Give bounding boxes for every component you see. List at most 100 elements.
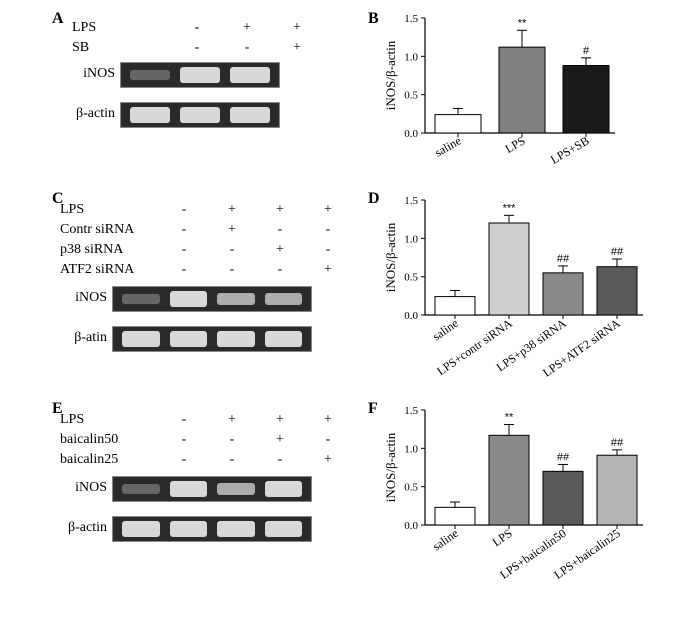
svg-text:1.5: 1.5 [404, 195, 418, 207]
gel-band [180, 67, 220, 83]
svg-text:LPS+SB: LPS+SB [548, 133, 591, 166]
svg-text:**: ** [505, 412, 514, 424]
treatment-value: + [304, 412, 352, 428]
gel-band [217, 293, 255, 305]
treatment-value: - [304, 432, 352, 448]
svg-text:0.0: 0.0 [404, 310, 418, 322]
svg-text:1.0: 1.0 [404, 233, 418, 245]
svg-text:iNOS/β-actin: iNOS/β-actin [383, 40, 398, 110]
gel-row [112, 286, 312, 312]
treatment-value: + [256, 202, 304, 218]
gel-band [265, 293, 303, 305]
svg-text:1.0: 1.0 [404, 443, 418, 455]
gel-band [217, 483, 255, 495]
treatment-name: SB [72, 40, 172, 56]
svg-text:iNOS/β-actin: iNOS/β-actin [383, 222, 398, 292]
gel-band [170, 481, 208, 497]
treatment-value: + [208, 202, 256, 218]
gel-band [130, 107, 170, 123]
svg-text:saline: saline [430, 316, 461, 344]
gel-row [112, 476, 312, 502]
gel-row-label: β-atin [52, 330, 107, 346]
gel-row [120, 62, 280, 88]
treatment-row: p38 siRNA--+- [60, 240, 352, 260]
gel-band [217, 521, 255, 537]
gel-band [170, 521, 208, 537]
svg-text:saline: saline [432, 133, 463, 159]
panel-label-f: F [368, 400, 378, 418]
svg-text:0.5: 0.5 [404, 272, 418, 284]
svg-text:##: ## [557, 253, 570, 265]
svg-text:iNOS/β-actin: iNOS/β-actin [383, 432, 398, 502]
gel-band [122, 331, 160, 347]
gel-band [170, 291, 208, 307]
treatment-table-a: LPS-++SB--+ [72, 18, 322, 58]
treatment-name: LPS [60, 202, 160, 218]
svg-text:**: ** [518, 17, 527, 29]
treatment-value: + [304, 262, 352, 278]
treatment-value: - [172, 20, 222, 36]
treatment-value: - [160, 222, 208, 238]
svg-text:LPS: LPS [490, 526, 515, 549]
gel-band [265, 521, 303, 537]
gel-band [230, 107, 270, 123]
gel-row [112, 326, 312, 352]
svg-text:1.0: 1.0 [404, 51, 418, 63]
treatment-table-e: LPS-+++baicalin50--+-baicalin25---+ [60, 410, 352, 470]
treatment-row: LPS-++ [72, 18, 322, 38]
treatment-value: - [160, 242, 208, 258]
treatment-value: - [208, 262, 256, 278]
treatment-name: LPS [60, 412, 160, 428]
treatment-table-c: LPS-+++Contr siRNA-+--p38 siRNA--+-ATF2 … [60, 200, 352, 280]
treatment-value: + [222, 20, 272, 36]
treatment-value: + [304, 452, 352, 468]
bar-chart-f: 0.00.51.01.5iNOS/β-actinsaline**LPS##LPS… [380, 410, 640, 620]
svg-text:#: # [583, 45, 590, 57]
treatment-row: LPS-+++ [60, 410, 352, 430]
treatment-value: - [222, 40, 272, 56]
gel-row [112, 516, 312, 542]
svg-text:1.5: 1.5 [404, 13, 418, 25]
treatment-name: LPS [72, 20, 172, 36]
treatment-value: - [208, 432, 256, 448]
gel-band [130, 70, 170, 80]
treatment-name: ATF2 siRNA [60, 262, 160, 278]
panel-label-d: D [368, 190, 380, 208]
treatment-row: Contr siRNA-+-- [60, 220, 352, 240]
gel-band [180, 107, 220, 123]
treatment-value: + [256, 242, 304, 258]
svg-text:saline: saline [430, 526, 461, 554]
treatment-value: - [160, 412, 208, 428]
gel-band [265, 331, 303, 347]
treatment-value: - [304, 242, 352, 258]
treatment-value: - [256, 222, 304, 238]
svg-text:***: *** [503, 202, 517, 214]
treatment-value: - [208, 242, 256, 258]
treatment-row: LPS-+++ [60, 200, 352, 220]
gel-band [122, 521, 160, 537]
gel-band [230, 67, 270, 83]
gel-band [122, 484, 160, 494]
treatment-value: - [256, 452, 304, 468]
figure-root: A B C D E F LPS-++SB--+ iNOSβ-actin LPS-… [0, 0, 682, 598]
treatment-value: - [256, 262, 304, 278]
treatment-value: + [256, 432, 304, 448]
treatment-value: - [160, 432, 208, 448]
treatment-value: - [160, 202, 208, 218]
svg-text:0.0: 0.0 [404, 128, 418, 140]
panel-label-b: B [368, 10, 379, 28]
gel-row-label: iNOS [52, 290, 107, 306]
gel-row-label: β-actin [60, 106, 115, 122]
treatment-value: + [208, 412, 256, 428]
svg-text:##: ## [611, 437, 624, 449]
treatment-name: p38 siRNA [60, 242, 160, 258]
treatment-value: - [160, 262, 208, 278]
gel-band [170, 331, 208, 347]
bar-chart-d: 0.00.51.01.5iNOS/β-actinsaline***LPS+con… [380, 200, 640, 410]
treatment-value: + [304, 202, 352, 218]
gel-row-label: iNOS [60, 66, 115, 82]
gel-row [120, 102, 280, 128]
treatment-value: + [208, 222, 256, 238]
panel-label-a: A [52, 10, 64, 28]
treatment-value: - [304, 222, 352, 238]
